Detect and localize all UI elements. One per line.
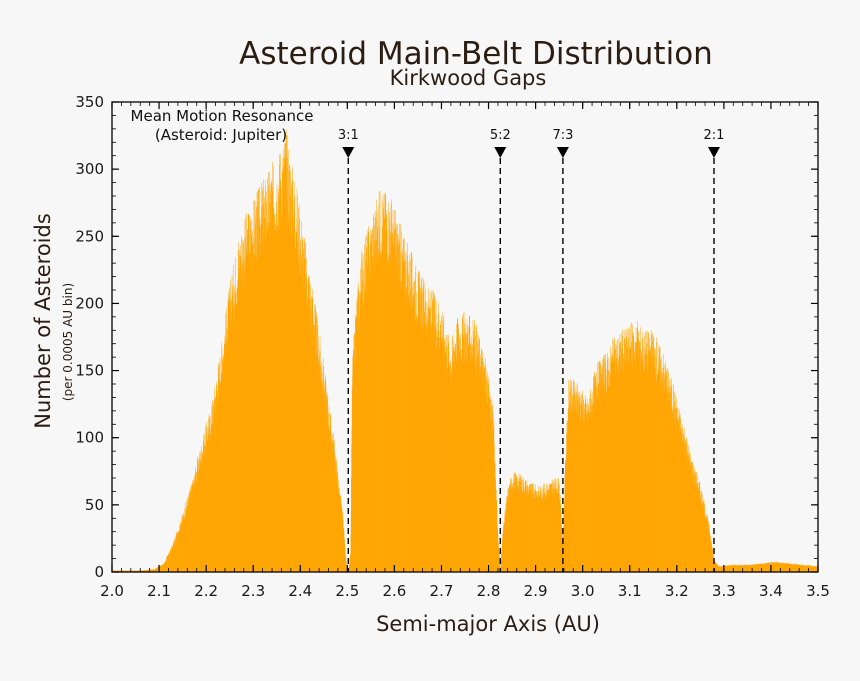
x-tick-label: 3.4 (759, 582, 783, 600)
resonance-label: 5:2 (490, 128, 511, 143)
x-tick-label: 2.2 (194, 582, 218, 600)
x-tick-label: 3.0 (571, 582, 595, 600)
resonance-label: 2:1 (704, 128, 725, 143)
resonance-marker (707, 147, 720, 158)
resonance-marker (556, 147, 569, 158)
resonance-marker (494, 147, 507, 158)
x-tick-label: 3.1 (618, 582, 642, 600)
plot-frame (111, 101, 819, 573)
x-tick-label: 2.5 (335, 582, 359, 600)
y-axis: 0 50 100 150 200 250 300 350 (75, 93, 818, 581)
resonance-label: 3:1 (338, 128, 359, 143)
y-tick-label: 250 (75, 227, 104, 245)
y-tick-label: 50 (85, 496, 104, 514)
y-tick-label: 150 (75, 362, 104, 380)
y-tick-label: 200 (75, 294, 104, 312)
resonance-marker (342, 147, 355, 158)
x-tick-label: 2.9 (524, 582, 548, 600)
x-tick-label: 3.2 (665, 582, 689, 600)
x-axis-label: Semi-major Axis (AU) (376, 612, 600, 636)
x-tick-label: 2.6 (382, 582, 406, 600)
chart-subtitle: Kirkwood Gaps (390, 66, 547, 90)
x-axis: 2.0 2.1 2.2 2.3 2.4 2.5 2.6 2.7 2.8 2.9 3.0 3.1 3.2 3… (100, 102, 830, 600)
x-tick-label: 3.5 (806, 582, 830, 600)
x-tick-label: 2.8 (477, 582, 501, 600)
x-tick-label: 2.4 (288, 582, 312, 600)
x-tick-label: 2.0 (100, 582, 124, 600)
resonance-label: 7:3 (552, 128, 573, 143)
x-tick-label: 2.7 (430, 582, 454, 600)
x-tick-label: 3.3 (712, 582, 736, 600)
y-tick-label: 300 (75, 160, 104, 178)
y-tick-label: 100 (75, 429, 104, 447)
x-tick-label: 2.3 (241, 582, 265, 600)
histogram-bars (112, 129, 819, 573)
annotation-line-2: (Asteroid: Jupiter) (155, 126, 287, 144)
annotation-line-1: Mean Motion Resonance (131, 107, 314, 125)
resonance-markers: 3:1 5:2 7:3 2:1 (338, 128, 725, 572)
chart-title: Asteroid Main-Belt Distribution (239, 36, 713, 72)
y-axis-label: Number of Asteroids (31, 213, 55, 429)
y-tick-label: 0 (94, 563, 104, 581)
y-axis-unit-label: (per 0.0005 AU bin) (61, 283, 75, 401)
x-tick-label: 2.1 (147, 582, 171, 600)
y-tick-label: 350 (75, 93, 104, 111)
